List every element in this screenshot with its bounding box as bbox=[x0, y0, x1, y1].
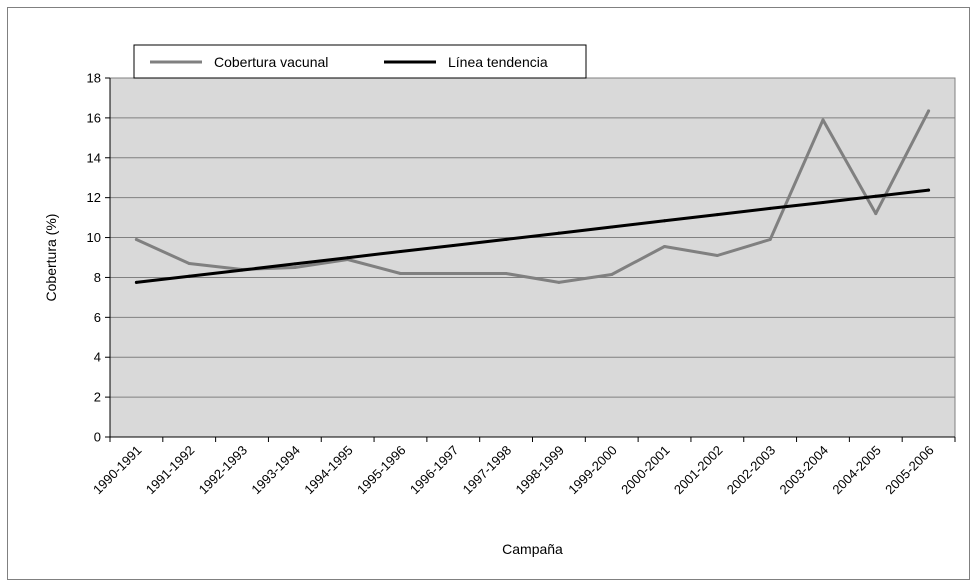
data-point-1-1 bbox=[187, 274, 191, 278]
legend-label-cobertura-vacunal: Cobertura vacunal bbox=[214, 54, 328, 70]
data-point-0-14 bbox=[874, 212, 878, 216]
data-point-0-0 bbox=[134, 238, 138, 242]
data-point-0-7 bbox=[504, 271, 508, 275]
data-point-0-15 bbox=[927, 109, 931, 113]
x-tick-label-1996-1997: 1996-1997 bbox=[407, 443, 462, 498]
y-tick-label-6: 6 bbox=[94, 310, 101, 325]
y-tick-label-10: 10 bbox=[87, 230, 101, 245]
data-point-0-11 bbox=[715, 254, 719, 258]
x-tick-label-1998-1999: 1998-1999 bbox=[512, 443, 567, 498]
x-tick-label-1994-1995: 1994-1995 bbox=[301, 443, 356, 498]
y-tick-label-0: 0 bbox=[94, 430, 101, 445]
y-tick-label-2: 2 bbox=[94, 390, 101, 405]
x-tick-label-1999-2000: 1999-2000 bbox=[565, 443, 620, 498]
data-point-1-4 bbox=[346, 256, 350, 260]
x-tick-label-2001-2002: 2001-2002 bbox=[671, 443, 726, 498]
series-line-1 bbox=[134, 188, 931, 284]
y-tick-label-12: 12 bbox=[87, 190, 101, 205]
data-point-1-15 bbox=[927, 188, 931, 192]
y-tick-label-18: 18 bbox=[87, 71, 101, 86]
x-tick-label-2005-2006: 2005-2006 bbox=[882, 443, 937, 498]
legend-box bbox=[133, 44, 587, 79]
data-point-1-12 bbox=[768, 206, 772, 210]
x-axis-title: Campaña bbox=[502, 541, 563, 557]
data-point-1-11 bbox=[715, 213, 719, 217]
y-axis-title: Cobertura (%) bbox=[43, 214, 59, 302]
data-point-0-3 bbox=[293, 265, 297, 269]
x-tick-label-2000-2001: 2000-2001 bbox=[618, 443, 673, 498]
x-tick-label-2002-2003: 2002-2003 bbox=[724, 443, 779, 498]
legend: Cobertura vacunal Línea tendencia bbox=[133, 44, 587, 79]
data-point-1-13 bbox=[821, 200, 825, 204]
data-point-1-3 bbox=[293, 262, 297, 266]
x-tick-label-1997-1998: 1997-1998 bbox=[460, 443, 515, 498]
x-tick-label-1995-1996: 1995-1996 bbox=[354, 443, 409, 498]
y-tick-label-8: 8 bbox=[94, 270, 101, 285]
data-point-0-6 bbox=[451, 271, 455, 275]
data-point-1-14 bbox=[874, 194, 878, 198]
data-point-0-13 bbox=[821, 118, 825, 122]
x-tick-label-2003-2004: 2003-2004 bbox=[777, 443, 832, 498]
axes bbox=[105, 77, 956, 442]
data-point-1-0 bbox=[134, 280, 138, 284]
x-tick-label-2004-2005: 2004-2005 bbox=[829, 443, 884, 498]
x-tick-labels: 1990-19911991-19921992-19931993-19941994… bbox=[90, 443, 937, 498]
data-point-1-10 bbox=[663, 219, 667, 223]
data-point-1-8 bbox=[557, 231, 561, 235]
x-tick-label-1992-1993: 1992-1993 bbox=[196, 443, 251, 498]
x-tick-label-1991-1992: 1991-1992 bbox=[143, 443, 198, 498]
data-point-0-10 bbox=[663, 245, 667, 249]
y-tick-label-14: 14 bbox=[87, 150, 101, 165]
data-point-0-12 bbox=[768, 238, 772, 242]
legend-label-linea-tendencia: Línea tendencia bbox=[448, 54, 548, 70]
data-point-0-9 bbox=[610, 272, 614, 276]
gridlines bbox=[110, 77, 955, 398]
series-lines bbox=[134, 109, 931, 284]
data-point-0-5 bbox=[398, 271, 402, 275]
x-tick-label-1993-1994: 1993-1994 bbox=[248, 443, 303, 498]
data-point-1-9 bbox=[610, 225, 614, 229]
data-point-1-7 bbox=[504, 237, 508, 241]
y-tick-label-16: 16 bbox=[87, 110, 101, 125]
y-tick-labels: 0 2 4 6 8 10 12 14 16 18 bbox=[87, 71, 101, 445]
data-point-1-5 bbox=[398, 250, 402, 254]
x-tick-label-1990-1991: 1990-1991 bbox=[90, 443, 145, 498]
data-point-1-2 bbox=[240, 268, 244, 272]
data-point-1-6 bbox=[451, 244, 455, 248]
y-tick-label-4: 4 bbox=[94, 350, 101, 365]
data-point-0-1 bbox=[187, 261, 191, 265]
data-point-0-8 bbox=[557, 280, 561, 284]
